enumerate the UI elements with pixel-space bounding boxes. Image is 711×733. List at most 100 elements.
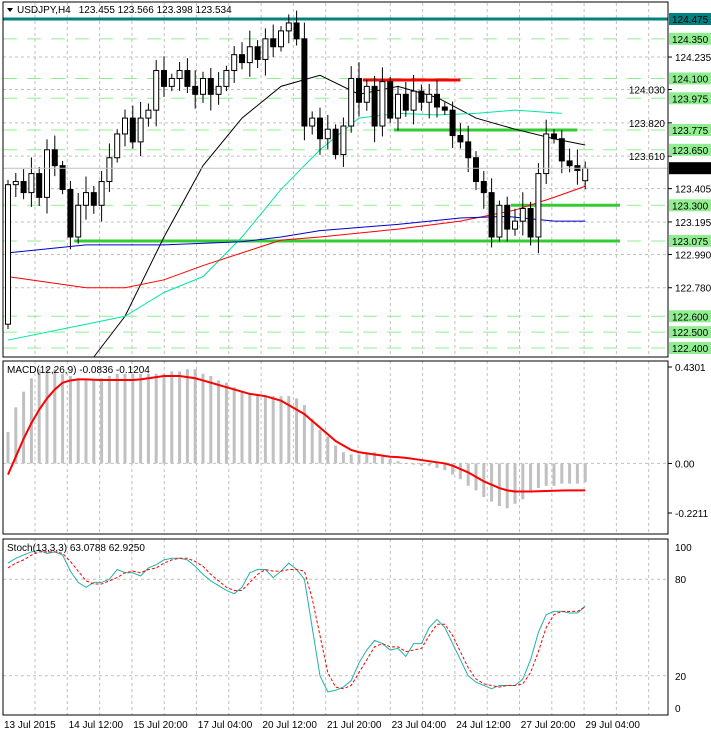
candle[interactable] xyxy=(558,130,565,174)
candle[interactable] xyxy=(90,185,97,214)
candle[interactable] xyxy=(114,129,121,163)
price-axis-label: 122.990 xyxy=(675,250,711,261)
candle[interactable] xyxy=(512,208,518,236)
candle[interactable] xyxy=(535,163,542,254)
macd-histogram-bar xyxy=(544,463,548,486)
candle[interactable] xyxy=(301,22,308,141)
macd-histogram-bar xyxy=(552,463,556,486)
candle[interactable] xyxy=(356,62,362,117)
dropdown-arrow-icon[interactable] xyxy=(7,8,13,12)
candle[interactable] xyxy=(293,10,300,46)
candle[interactable] xyxy=(457,123,464,149)
candle[interactable] xyxy=(239,42,245,70)
candle[interactable] xyxy=(207,67,214,111)
candle[interactable] xyxy=(5,179,11,329)
candle[interactable] xyxy=(363,79,370,111)
candle[interactable] xyxy=(83,176,89,220)
candle[interactable] xyxy=(254,40,261,68)
candle[interactable] xyxy=(215,72,222,105)
candle[interactable] xyxy=(574,149,581,185)
candle-body xyxy=(28,173,35,194)
candle[interactable] xyxy=(270,24,277,58)
candle[interactable] xyxy=(324,114,331,150)
candle[interactable] xyxy=(122,109,128,147)
stoch-axis-label: 0 xyxy=(675,704,681,715)
candle[interactable] xyxy=(246,30,253,77)
macd-histogram-bar xyxy=(521,463,525,500)
candle[interactable] xyxy=(98,171,105,222)
candle[interactable] xyxy=(59,160,66,195)
candle[interactable] xyxy=(566,148,573,173)
candle[interactable] xyxy=(285,14,292,44)
candle[interactable] xyxy=(28,157,35,207)
candle[interactable] xyxy=(200,71,206,103)
candle[interactable] xyxy=(161,56,167,97)
candle[interactable] xyxy=(527,201,534,246)
candle[interactable] xyxy=(348,66,355,133)
candle[interactable] xyxy=(465,125,472,173)
candle[interactable] xyxy=(519,192,526,236)
stochastic-panel[interactable] xyxy=(3,549,668,693)
candle[interactable] xyxy=(51,135,58,177)
macd-histogram-bar xyxy=(490,463,494,502)
candle[interactable] xyxy=(410,74,417,125)
candle[interactable] xyxy=(20,169,27,200)
candle[interactable] xyxy=(262,28,269,76)
candle[interactable] xyxy=(480,171,487,209)
candle[interactable] xyxy=(332,124,339,160)
candle-body xyxy=(387,81,394,119)
candle[interactable] xyxy=(371,75,378,143)
candle[interactable] xyxy=(418,84,425,111)
candle[interactable] xyxy=(387,76,394,123)
macd-histogram-bar xyxy=(529,463,533,493)
candle[interactable] xyxy=(379,67,386,137)
stoch-axis-label: 20 xyxy=(675,672,687,683)
level-label: 123.300 xyxy=(672,201,709,212)
candle[interactable] xyxy=(441,102,448,115)
candle[interactable] xyxy=(145,103,152,127)
candle[interactable] xyxy=(129,105,136,149)
candle[interactable] xyxy=(36,166,43,206)
candle-body xyxy=(379,81,386,127)
candle[interactable] xyxy=(278,26,284,52)
price-axis-label: 123.610 xyxy=(629,152,666,163)
candle[interactable] xyxy=(231,46,238,83)
candle[interactable] xyxy=(317,107,323,155)
macd-histogram-bar xyxy=(396,461,400,464)
candle[interactable] xyxy=(137,101,144,157)
candle[interactable] xyxy=(176,61,183,91)
macd-histogram-bar xyxy=(178,371,182,464)
candle[interactable] xyxy=(192,70,199,109)
candle[interactable] xyxy=(168,73,175,92)
price-panel[interactable] xyxy=(3,10,668,358)
candle[interactable] xyxy=(153,60,160,127)
candle[interactable] xyxy=(488,178,495,248)
macd-histogram-bar xyxy=(341,452,345,464)
candle[interactable] xyxy=(449,101,456,148)
candle[interactable] xyxy=(44,139,50,214)
macd-histogram-bar xyxy=(107,375,111,464)
candle[interactable] xyxy=(426,83,433,119)
macd-histogram-bar xyxy=(53,369,57,464)
macd-histogram-bar xyxy=(146,373,150,464)
candle[interactable] xyxy=(496,200,503,242)
macd-panel[interactable] xyxy=(3,367,668,509)
candle[interactable] xyxy=(340,117,347,167)
candle[interactable] xyxy=(402,81,409,117)
candle[interactable] xyxy=(75,192,82,244)
candle[interactable] xyxy=(543,119,550,185)
candle[interactable] xyxy=(582,161,589,190)
candle[interactable] xyxy=(184,58,191,94)
candle[interactable] xyxy=(504,196,511,242)
candle-body xyxy=(449,109,456,137)
candle[interactable] xyxy=(309,111,316,135)
candle[interactable] xyxy=(67,180,74,250)
candle-body xyxy=(207,77,214,95)
candle[interactable] xyxy=(12,172,19,198)
candle[interactable] xyxy=(551,129,557,144)
candle[interactable] xyxy=(473,151,479,191)
candle[interactable] xyxy=(395,85,401,131)
candle[interactable] xyxy=(223,65,230,92)
candle[interactable] xyxy=(434,80,440,118)
